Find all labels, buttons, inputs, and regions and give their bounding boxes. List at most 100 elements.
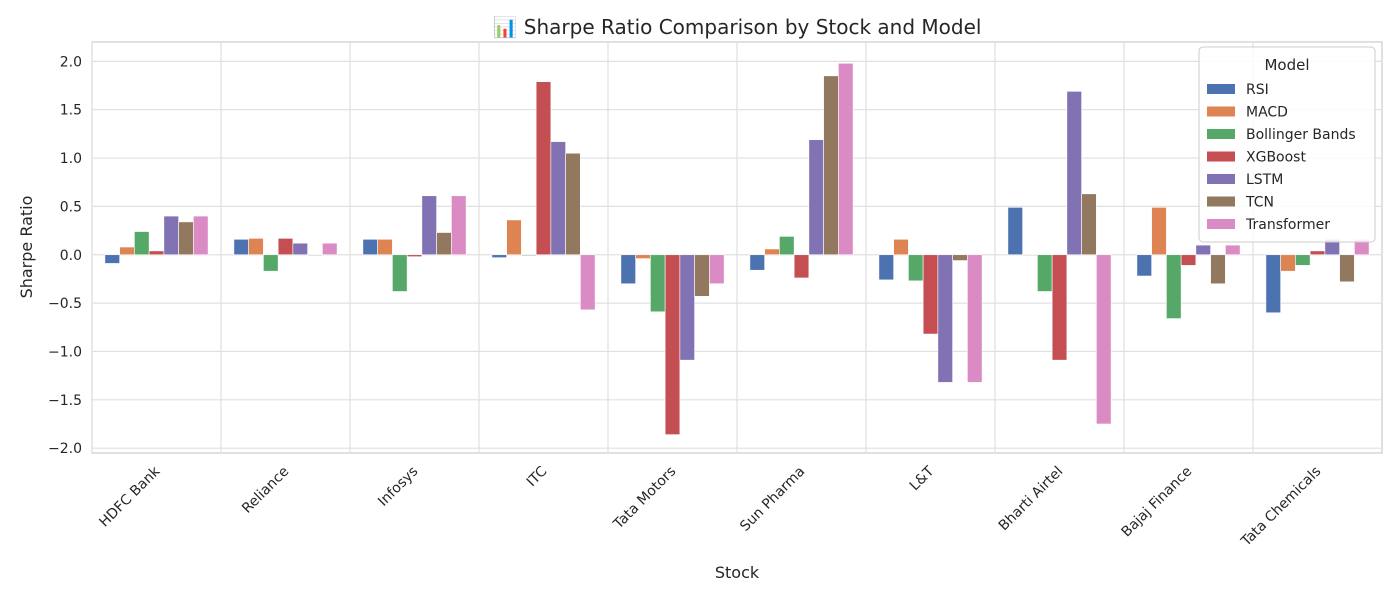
bar-tcn [952,254,968,261]
bar-tcn [823,75,839,256]
y-tick-label: −2.0 [48,441,82,457]
bar-macd [1280,254,1296,272]
bar-rsi [104,254,120,264]
bar-transformer [709,254,725,285]
bar-tcn [694,254,710,297]
bar-transformer [967,254,983,383]
bar-lstm [550,141,566,256]
y-axis-title: Sharpe Ratio [17,196,36,299]
bar-macd [119,246,135,256]
legend-label: RSI [1246,82,1269,98]
y-tick-label: −0.5 [48,296,82,312]
bar-bollinger-bands [1295,254,1311,266]
bar-lstm [292,242,308,256]
x-tick-label: ITC [524,463,551,490]
bar-rsi [491,254,507,258]
bar-tcn [565,152,581,256]
legend-box [1198,46,1376,243]
bar-xgboost [1309,250,1326,256]
bar-xgboost [1051,254,1068,361]
bar-bollinger-bands [263,254,279,272]
bar-bollinger-bands [779,236,795,256]
x-axis-ticks: HDFC Bank Reliance Infosys ITC Tata Motors Su… [96,463,1324,550]
bar-lstm [421,195,437,256]
y-tick-label: 1.5 [60,103,82,119]
bar-lstm [808,139,824,256]
y-tick-label: 0.0 [60,248,82,264]
y-tick-label: 0.5 [60,199,82,215]
bar-xgboost [148,250,165,256]
bar-rsi [1136,254,1152,277]
bar-macd [248,238,264,256]
grid-lines [91,42,1382,453]
bar-macd [893,238,909,256]
bar-xgboost [664,254,681,435]
bar-transformer [451,195,467,256]
legend: Model RSI MACD Bollinger Bands XGBoost LSTM T… [1198,46,1376,243]
legend-swatch [1207,174,1235,184]
bar-transformer [1225,244,1241,256]
y-tick-label: 2.0 [60,54,82,70]
bar-lstm [163,215,179,256]
bar-xgboost [535,81,552,256]
x-tick-label: Infosys [375,464,421,510]
bar-tcn [1339,254,1355,283]
y-tick-label: −1.0 [48,344,82,360]
bar-macd [635,254,651,259]
bar-bollinger-bands [650,254,666,313]
legend-label: Transformer [1245,217,1330,233]
bar-xgboost [406,254,423,257]
bar-rsi [362,238,378,256]
legend-label: XGBoost [1246,150,1306,166]
bar-bollinger-bands [521,254,537,257]
bar-transformer [322,242,338,256]
y-tick-label: −1.5 [48,393,82,409]
bar-bollinger-bands [134,231,150,256]
bar-tcn [436,232,452,256]
bar-tcn [1081,193,1097,256]
bar-rsi [620,254,636,285]
x-tick-label: Reliance [239,464,292,517]
bar-macd [764,248,780,256]
y-axis-ticks: −2.0 −1.5 −1.0 −0.5 0.0 0.5 1.0 1.5 2.0 [48,54,82,457]
bar-bollinger-bands [1166,254,1182,319]
x-tick-label: Tata Chemicals [1238,464,1325,551]
legend-label: LSTM [1246,172,1283,188]
bar-rsi [878,254,894,281]
bar-rsi [233,238,249,256]
x-tick-label: Sun Pharma [737,464,808,535]
bar-rsi [1265,254,1281,314]
bar-transformer [580,254,596,311]
legend-swatch [1207,219,1235,229]
bar-transformer [838,62,854,256]
bar-rsi [749,254,765,271]
bar-bollinger-bands [1037,254,1053,292]
bar-xgboost [793,254,810,279]
bar-macd [506,219,522,256]
legend-items: RSI MACD Bollinger Bands XGBoost LSTM TCN Tran… [1207,82,1356,233]
legend-label: TCN [1245,195,1274,211]
x-tick-label: L&T [907,463,938,494]
bar-lstm [1195,244,1211,256]
x-tick-label: Tata Motors [610,464,679,533]
bar-rsi [1007,207,1023,256]
bar-macd [377,238,393,256]
legend-swatch [1207,196,1235,207]
bar-lstm [679,254,695,361]
bar-tcn [178,221,194,256]
bar-tcn [307,254,323,256]
bar-tcn [1210,254,1226,285]
x-tick-label: Bajaj Finance [1119,464,1196,541]
x-tick-label: HDFC Bank [96,463,164,531]
y-tick-label: 1.0 [60,151,82,167]
legend-swatch [1207,129,1235,139]
bars [104,62,1370,435]
bar-xgboost [1180,254,1197,266]
bar-transformer [193,215,209,256]
bar-bollinger-bands [908,254,924,282]
chart-title: 📊 Sharpe Ratio Comparison by Stock and M… [493,15,982,39]
bar-bollinger-bands [392,254,408,292]
legend-swatch [1207,151,1235,162]
